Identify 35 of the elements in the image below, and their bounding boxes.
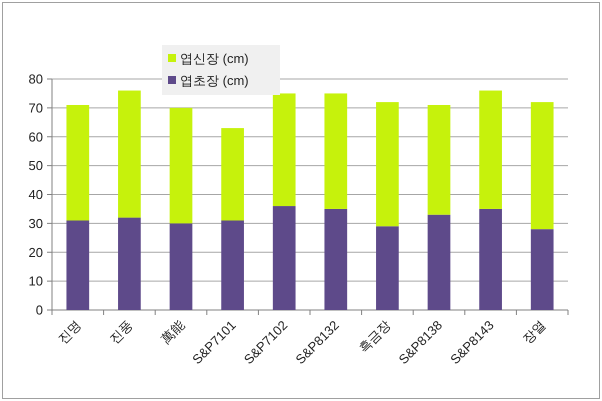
bar <box>324 93 348 209</box>
bar <box>170 108 192 224</box>
y-tick-label: 30 <box>28 216 43 231</box>
y-tick-label: 20 <box>28 244 43 260</box>
bar <box>428 104 450 215</box>
legend-label: 엽신장 (cm) <box>180 51 249 66</box>
x-tick-label: 진명 <box>54 318 84 347</box>
bar <box>530 102 554 230</box>
bar <box>66 220 90 310</box>
x-tick-label: 장열 <box>519 318 548 347</box>
bar <box>170 223 192 310</box>
y-tick-label: 60 <box>28 129 43 144</box>
bar <box>530 229 554 310</box>
y-tick-label: 40 <box>28 187 43 202</box>
y-tick-label: 80 <box>28 72 43 86</box>
bar <box>272 206 296 310</box>
bar <box>479 208 502 310</box>
bar <box>324 208 348 310</box>
bar <box>376 226 399 310</box>
x-tick-label: 진풍 <box>106 318 136 347</box>
x-tick-label: 萬能 <box>158 318 188 347</box>
bar <box>118 90 141 218</box>
y-tick-label: 70 <box>28 100 43 116</box>
y-tick-label: 0 <box>36 302 43 318</box>
bar <box>479 90 502 209</box>
y-tick-label: 50 <box>28 158 43 174</box>
bar <box>376 102 399 226</box>
bar <box>66 104 90 220</box>
bar <box>118 218 141 310</box>
bar <box>428 214 450 310</box>
legend-label: 엽초장 (cm) <box>180 73 249 88</box>
bar <box>221 128 244 220</box>
bar <box>221 220 244 310</box>
y-tick-label: 10 <box>28 274 43 289</box>
bar <box>272 93 296 206</box>
